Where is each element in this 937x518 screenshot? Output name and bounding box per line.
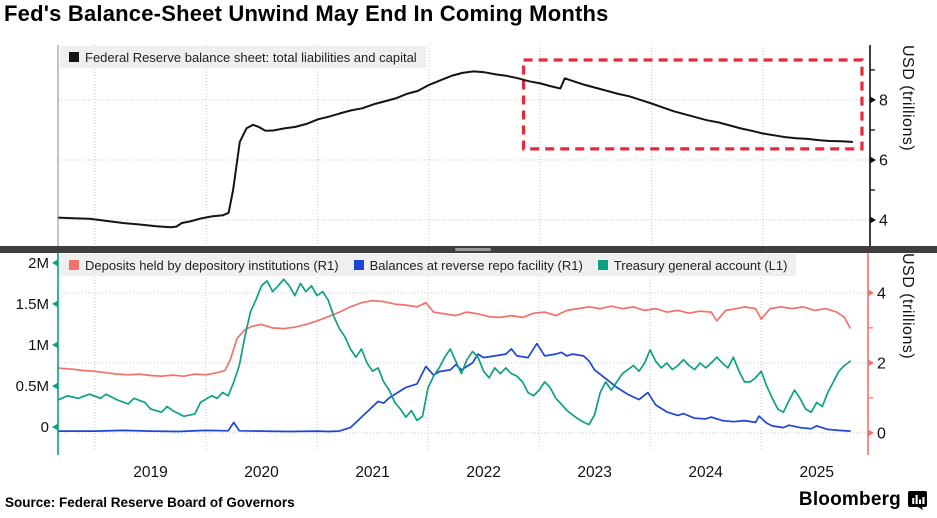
left-axis-tick-label: 1.5M (16, 296, 49, 313)
legend-swatch-icon (597, 260, 608, 270)
brand-name: Bloomberg (798, 489, 901, 510)
left-axis-tick (52, 300, 58, 308)
legend-swatch-icon (69, 260, 79, 270)
left-axis-tick (52, 341, 58, 349)
legend-label: Federal Reserve balance sheet: total lia… (85, 49, 417, 65)
legend-label: Treasury general account (L1) (613, 257, 788, 273)
separator-drag-handle[interactable] (455, 248, 491, 251)
legend-label: Deposits held by depository institutions… (85, 257, 339, 273)
series-deposits-line (57, 299, 851, 378)
page-title: Fed's Balance-Sheet Unwind May End In Co… (4, 1, 609, 26)
top-panel-legend: Federal Reserve balance sheet: total lia… (60, 46, 426, 68)
legend-item-reverse-repo: Balances at reverse repo facility (R1) (353, 257, 583, 273)
left-axis-tick (52, 382, 58, 390)
panel-separator (0, 246, 937, 253)
left-axis-tick-label: 0 (41, 419, 49, 436)
legend-swatch-icon (69, 52, 79, 62)
legend-item-deposits: Deposits held by depository institutions… (69, 258, 339, 273)
legend-swatch-icon (353, 260, 364, 270)
x-axis-year-label: 2020 (244, 464, 279, 481)
x-axis-year-label: 2023 (577, 464, 611, 481)
right-axis-tick (870, 96, 876, 104)
left-axis-tick-label: 0.5M (16, 378, 49, 395)
right-axis-tick (868, 359, 874, 367)
left-axis-tick (52, 259, 58, 267)
series-treasury-general-account-line (57, 278, 851, 426)
right-axis-tick-label: 4 (879, 212, 888, 229)
left-axis-tick-label: 1M (28, 337, 49, 354)
right-axis-tick-label: 0 (877, 425, 886, 442)
highlight-annotation-box (522, 58, 864, 151)
brand-footer: Bloomberg (799, 489, 927, 511)
legend-item-balance-sheet: Federal Reserve balance sheet: total lia… (69, 50, 417, 65)
x-axis-year-label: 2024 (688, 464, 723, 481)
right-axis-tick (868, 429, 874, 437)
right-axis-tick-label: 6 (879, 152, 888, 169)
legend-item-treasury-general-account: Treasury general account (L1) (597, 257, 788, 273)
x-axis-year-label: 2021 (355, 464, 389, 481)
bottom-panel: 0 2 4 0 0.5M 1M 1.5M 2M 2019 2020 2021 2022 2023 2024… (16, 253, 886, 481)
top-right-axis-title: USD (trillions) (899, 45, 916, 152)
x-axis-year-label: 2019 (133, 464, 167, 481)
right-axis-tick-label: 2 (877, 355, 886, 372)
source-note: Source: Federal Reserve Board of Governo… (5, 495, 295, 510)
top-panel: 4 6 8 (57, 45, 888, 247)
right-axis-tick (870, 216, 876, 224)
left-axis-tick-label: 2M (28, 255, 49, 272)
x-axis-year-label: 2025 (799, 464, 833, 481)
right-axis-tick-label: 4 (877, 285, 886, 302)
series-balance-sheet-line (57, 70, 853, 229)
legend-label: Balances at reverse repo facility (R1) (369, 257, 583, 273)
series-reverse-repo-line (57, 342, 851, 433)
bottom-panel-legend: Deposits held by depository institutions… (60, 254, 797, 276)
right-axis-tick-label: 8 (879, 92, 888, 109)
x-axis-year-label: 2022 (466, 464, 500, 481)
right-axis-tick (868, 289, 874, 297)
bottom-right-axis-title: USD (trillions) (899, 253, 916, 360)
right-axis-tick (870, 156, 876, 164)
bloomberg-logo-icon (908, 490, 927, 510)
left-axis-tick (52, 423, 58, 431)
